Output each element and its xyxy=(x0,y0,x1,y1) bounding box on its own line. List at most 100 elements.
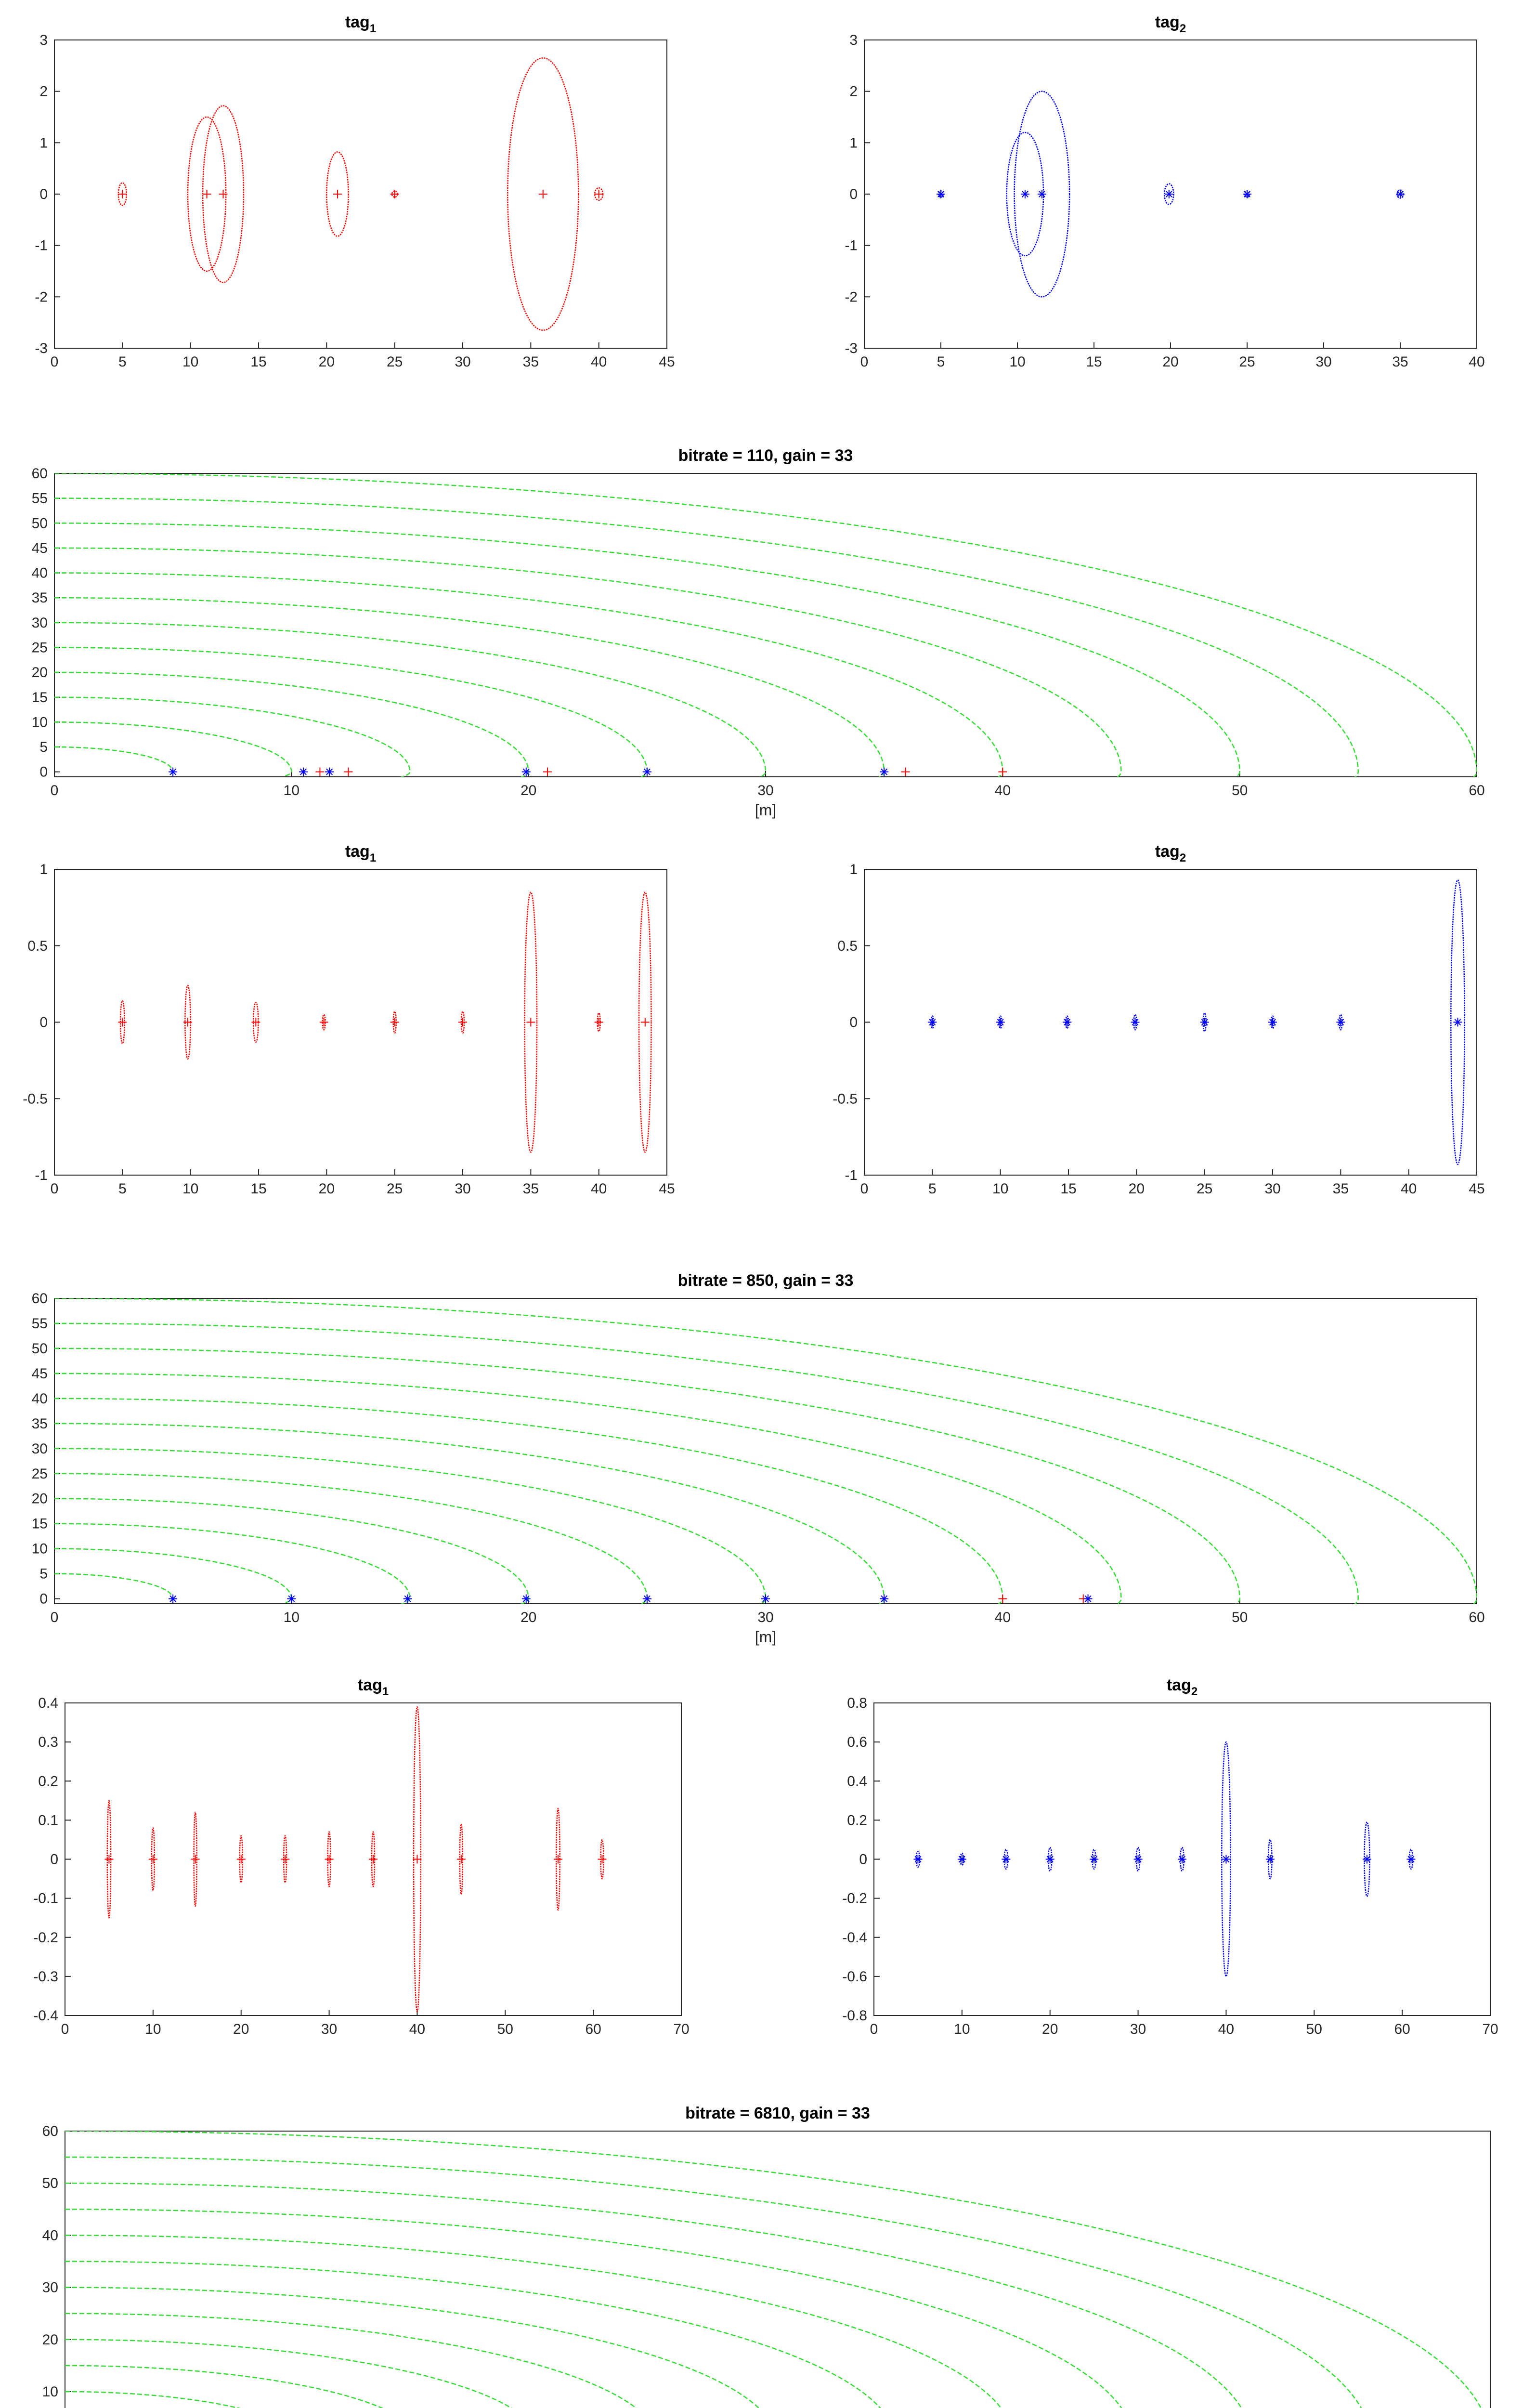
y-tick-label: -0.8 xyxy=(842,2008,867,2024)
plot-area xyxy=(117,57,604,331)
plus-marker xyxy=(219,190,228,198)
x-tick-label: 40 xyxy=(995,783,1011,798)
asterisk-marker xyxy=(521,767,531,776)
range-contour xyxy=(65,2261,881,2408)
plus-marker xyxy=(251,1018,260,1027)
x-tick-label: 50 xyxy=(1306,2021,1322,2037)
y-tick-label: 15 xyxy=(32,690,48,706)
asterisk-marker xyxy=(957,1855,966,1864)
range-contour xyxy=(54,1448,767,1604)
x-tick-label: 25 xyxy=(1239,354,1255,370)
range-contour xyxy=(65,2182,1242,2408)
y-tick-label: 1 xyxy=(39,862,48,877)
x-tick-label: 50 xyxy=(497,2021,513,2037)
y-tick-label: 45 xyxy=(32,540,48,556)
asterisk-marker xyxy=(928,1018,937,1027)
range-contour xyxy=(54,572,1003,777)
y-tick-label: 0 xyxy=(50,1852,58,1868)
axes-frame xyxy=(54,39,667,349)
x-tick-label: 30 xyxy=(757,1610,773,1625)
asterisk-marker xyxy=(287,1594,296,1603)
plot-area xyxy=(118,891,652,1153)
plus-marker xyxy=(640,1018,650,1027)
plus-marker xyxy=(901,767,910,776)
x-tick-label: 15 xyxy=(1060,1181,1076,1197)
x-tick-label: 20 xyxy=(319,354,335,370)
x-tick-label: 25 xyxy=(1197,1181,1212,1197)
x-tick-label: 40 xyxy=(1218,2021,1234,2037)
x-tick-label: 70 xyxy=(1482,2021,1498,2037)
asterisk-marker xyxy=(299,767,308,776)
y-tick-label: 40 xyxy=(32,1391,48,1407)
x-tick-label: 40 xyxy=(591,1181,607,1197)
asterisk-marker xyxy=(1083,1594,1093,1603)
plus-marker xyxy=(118,1018,127,1027)
y-tick-label: 15 xyxy=(32,1516,48,1532)
plus-marker xyxy=(538,190,547,198)
axes-frame xyxy=(54,1298,1477,1604)
range-contour xyxy=(65,2235,1002,2408)
plus-marker xyxy=(118,190,127,198)
x-tick-label: 10 xyxy=(145,2021,161,2037)
x-tick-label: 30 xyxy=(1130,2021,1146,2037)
y-tick-label: 1 xyxy=(849,862,858,877)
chart-title: tag1 xyxy=(345,842,376,864)
y-tick-label: 20 xyxy=(42,2332,58,2348)
y-tick-label: 2 xyxy=(39,84,48,100)
x-tick-label: 40 xyxy=(1401,1181,1417,1197)
x-tick-label: 30 xyxy=(1264,1181,1280,1197)
y-tick-label: -1 xyxy=(35,238,48,254)
asterisk-marker xyxy=(1164,190,1173,198)
error-ellipse xyxy=(1014,91,1070,298)
plus-marker xyxy=(594,1018,603,1027)
y-tick-label: 45 xyxy=(32,1366,48,1382)
y-tick-label: -3 xyxy=(35,340,48,356)
range-contour xyxy=(65,2313,638,2408)
x-tick-label: 20 xyxy=(319,1181,335,1197)
range-contour xyxy=(65,2391,241,2408)
range-contour xyxy=(54,647,648,777)
y-tick-label: 25 xyxy=(32,640,48,655)
asterisk-marker xyxy=(996,1018,1005,1027)
plus-marker xyxy=(191,1855,200,1864)
asterisk-marker xyxy=(1453,1018,1462,1027)
y-tick-label: 20 xyxy=(32,665,48,681)
y-tick-label: 2 xyxy=(849,84,858,100)
plus-marker xyxy=(456,1855,466,1864)
x-tick-label: 45 xyxy=(659,1181,675,1197)
y-tick-label: 30 xyxy=(42,2280,58,2296)
asterisk-marker xyxy=(1363,1855,1371,1864)
x-tick-label: 60 xyxy=(585,2021,601,2037)
y-tick-label: 5 xyxy=(39,1566,48,1582)
y-tick-label: -2 xyxy=(845,289,858,305)
range-contour xyxy=(54,622,767,777)
plot-area xyxy=(937,91,1405,298)
x-tick-label: 35 xyxy=(523,1181,539,1197)
y-tick-label: 0 xyxy=(39,1591,48,1607)
plus-marker xyxy=(543,767,552,776)
x-tick-label: 35 xyxy=(1333,1181,1349,1197)
plot-area xyxy=(54,473,1477,777)
asterisk-marker xyxy=(642,767,651,776)
x-tick-label: 0 xyxy=(870,2021,878,2037)
y-tick-label: 10 xyxy=(32,1541,48,1557)
y-tick-label: 60 xyxy=(42,2123,58,2139)
y-tick-label: 1 xyxy=(39,135,48,151)
y-tick-label: 35 xyxy=(32,1416,48,1432)
asterisk-marker xyxy=(1037,190,1046,198)
chart-title: tag2 xyxy=(1155,842,1186,864)
y-tick-label: -0.6 xyxy=(842,1969,867,1985)
plus-marker xyxy=(148,1855,157,1864)
axes-frame xyxy=(65,2131,1491,2408)
x-tick-label: 35 xyxy=(1392,354,1408,370)
y-tick-label: -1 xyxy=(845,1167,858,1183)
x-tick-label: 45 xyxy=(659,354,675,370)
error-ellipse xyxy=(1450,879,1465,1165)
x-tick-label: 50 xyxy=(1232,783,1248,798)
range-contour xyxy=(54,696,411,777)
plus-marker xyxy=(554,1855,562,1864)
y-tick-label: 0.4 xyxy=(38,1695,58,1711)
x-tick-label: 10 xyxy=(284,783,299,798)
y-tick-label: -0.3 xyxy=(33,1969,58,1985)
